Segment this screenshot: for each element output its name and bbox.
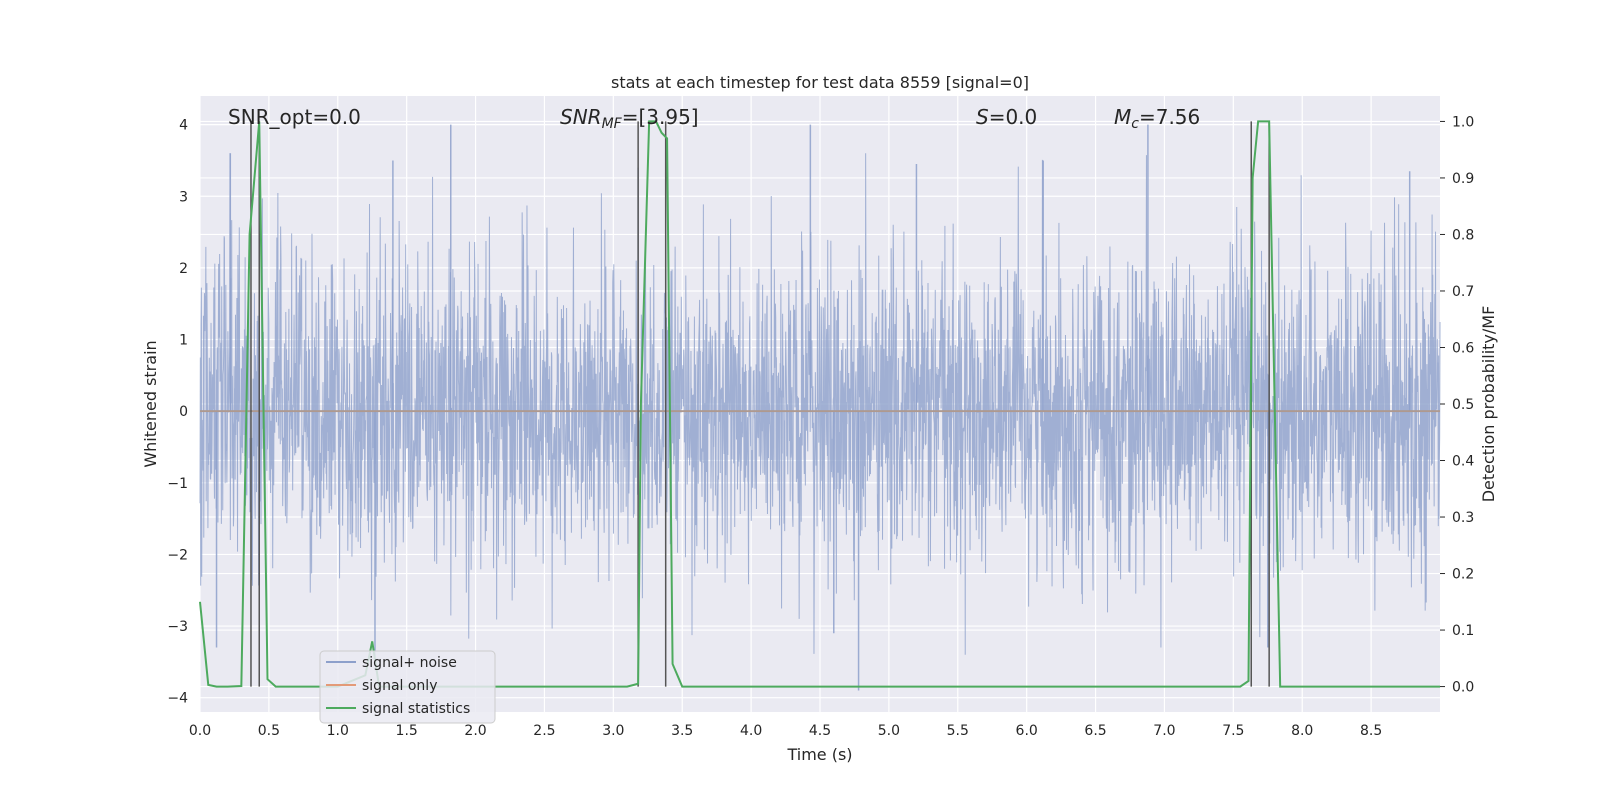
signal-statistics-line	[199, 120, 1440, 688]
y-tick-label: 3	[179, 189, 188, 205]
y-axis-label: Whitened strain	[141, 340, 160, 467]
legend-box	[319, 650, 496, 724]
x-tick-label: 1.5	[396, 723, 418, 739]
x-tick-label: 6.5	[1084, 723, 1106, 739]
y-tick-label: 1	[179, 333, 188, 349]
x-tick-label: 7.5	[1222, 723, 1244, 739]
annotation-mc: Mc=7.56	[1114, 105, 1200, 132]
annotation-snr-opt: SNR_opt=0.0	[228, 105, 361, 129]
legend: signal+ noise signal only signal statist…	[319, 650, 496, 724]
y-right-tick-label: 1.0	[1452, 114, 1474, 130]
annotation-snr-mf-main: SNR	[560, 105, 602, 129]
x-tick-label: 4.0	[740, 723, 762, 739]
y-right-tick-label: 0.7	[1452, 284, 1474, 300]
x-tick-label: 8.0	[1291, 723, 1313, 739]
y-tick-label: −3	[167, 619, 188, 635]
y-right-tick-label: 0.5	[1452, 397, 1474, 413]
x-axis-label: Time (s)	[786, 745, 852, 764]
annotation-snr-mf-value: =[3.95]	[622, 105, 699, 129]
x-tick-label: 4.5	[809, 723, 831, 739]
annotation-mc-main: M	[1114, 105, 1131, 129]
y-right-tick-label: 0.3	[1452, 510, 1474, 526]
x-tick-label: 5.5	[947, 723, 969, 739]
y-tick-label: 0	[179, 404, 188, 420]
y-right-tick-label: 0.0	[1452, 680, 1474, 696]
y-tick-label: 4	[179, 118, 188, 134]
signal-noise-line	[199, 153, 1441, 655]
x-tick-label: 5.0	[878, 723, 900, 739]
y-right-tick-label: 0.8	[1452, 227, 1474, 243]
y-tick-label: −1	[167, 476, 188, 492]
annotation-s: S=0.0	[976, 105, 1037, 129]
y-right-tick-label: 0.9	[1452, 171, 1474, 187]
legend-label-signal-statistics: signal statistics	[362, 701, 470, 717]
x-tick-label: 3.0	[602, 723, 624, 739]
y-right-tick-label: 0.2	[1452, 567, 1474, 583]
y-axis-label-right: Detection probability/MF	[1479, 306, 1498, 503]
x-tick-label: 8.5	[1360, 723, 1382, 739]
annotation-s-value: =0.0	[989, 105, 1038, 129]
x-tick-label: 2.5	[533, 723, 555, 739]
y-right-tick-label: 0.4	[1452, 454, 1474, 470]
annotation-mc-value: =7.56	[1139, 105, 1200, 129]
x-tick-label: 7.0	[1153, 723, 1175, 739]
x-tick-label: 2.0	[464, 723, 486, 739]
annotation-s-main: S	[976, 105, 989, 129]
y-tick-label: −2	[167, 547, 188, 563]
annotation-snr-mf-sub: MF	[602, 116, 623, 132]
x-tick-label: 0.5	[258, 723, 280, 739]
y-tick-label: −4	[167, 691, 188, 707]
x-tick-label: 1.0	[327, 723, 349, 739]
y-tick-label: 2	[179, 261, 188, 277]
series-lines	[199, 120, 1440, 688]
x-tick-label: 0.0	[189, 723, 211, 739]
x-tick-label: 3.5	[671, 723, 693, 739]
annotation-snr-mf: SNRMF=[3.95]	[560, 105, 699, 132]
y-right-tick-label: 0.1	[1452, 623, 1474, 639]
legend-label-signal-only: signal only	[362, 678, 437, 694]
legend-label-signal-noise: signal+ noise	[362, 655, 457, 671]
tick-labels: 0.0 0.5 1.0 1.5 2.0 2.5 3.0 3.5 4.0 4.5 5.0 5.5 6.0 6…	[167, 114, 1474, 739]
chart-title: stats at each timestep for test data 855…	[611, 73, 1029, 92]
annotation-mc-sub: c	[1131, 116, 1139, 132]
x-tick-label: 6.0	[1016, 723, 1038, 739]
y-right-tick-label: 0.6	[1452, 340, 1474, 356]
